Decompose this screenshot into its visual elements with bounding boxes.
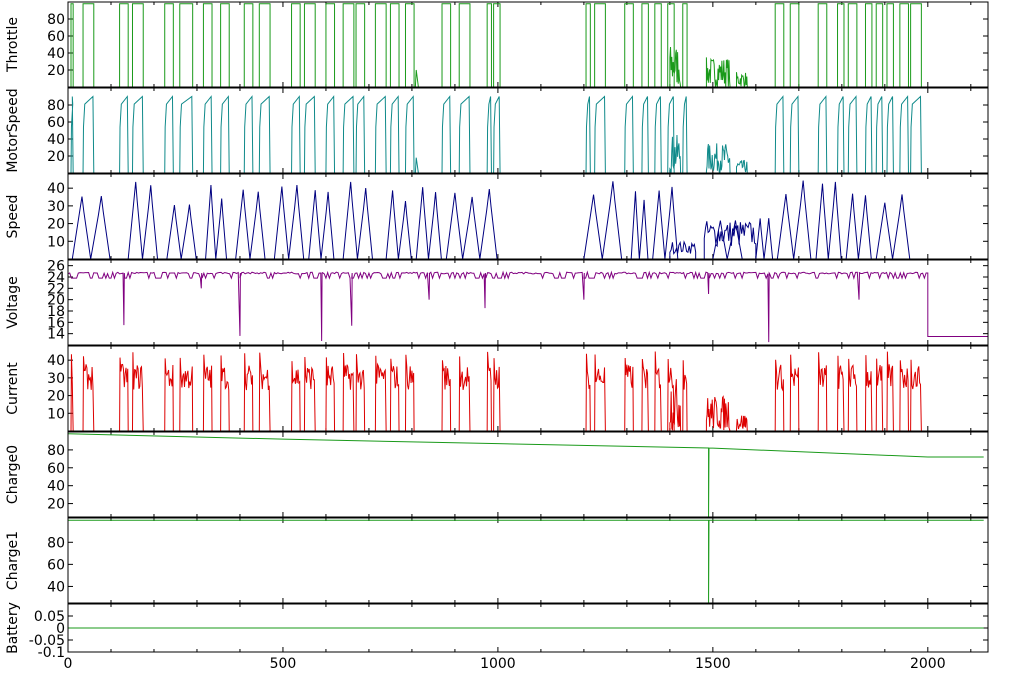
y-tick-label: 60 xyxy=(47,115,65,131)
y-tick-label: 18 xyxy=(47,304,65,320)
panel-frame xyxy=(67,345,989,432)
y-tick-label: 20 xyxy=(47,293,65,309)
y-tick-label: 16 xyxy=(47,315,65,331)
y-tick-label: 40 xyxy=(47,579,65,595)
panel-frame xyxy=(67,517,989,604)
y-axis-label: Charge1 xyxy=(5,531,21,590)
series-line xyxy=(68,433,984,517)
y-tick-label: 80 xyxy=(47,443,65,459)
y-tick-label: 20 xyxy=(47,217,65,233)
y-tick-label: 30 xyxy=(47,199,65,215)
x-tick-label: 1500 xyxy=(695,656,731,672)
y-tick-label: -0.1 xyxy=(38,645,65,661)
series-line xyxy=(68,270,988,343)
y-tick-label: 40 xyxy=(47,479,65,495)
panel-frame xyxy=(67,603,989,653)
series-line xyxy=(68,351,988,431)
x-tick-label: 2000 xyxy=(910,656,946,672)
y-tick-label: 40 xyxy=(47,353,65,369)
y-tick-label: 80 xyxy=(47,535,65,551)
y-tick-label: 20 xyxy=(47,149,65,165)
panel-frame xyxy=(67,259,989,346)
y-axis-label: Current xyxy=(5,362,21,415)
y-axis-label: Charge0 xyxy=(5,445,21,504)
x-axis: 0 500 1000 1500 2000 xyxy=(64,656,946,672)
panel-frame xyxy=(67,173,989,260)
panel-frame xyxy=(67,431,989,518)
y-tick-label: 0.05 xyxy=(34,609,65,625)
y-tick-label: -0.05 xyxy=(29,633,65,649)
y-tick-label: 80 xyxy=(47,98,65,114)
panel-charge0: 20 40 60 80 Charge0 xyxy=(5,431,989,518)
y-axis-label: Battery xyxy=(5,602,21,654)
y-tick-label: 40 xyxy=(47,181,65,197)
y-tick-label: 10 xyxy=(47,406,65,422)
y-axis-label: Voltage xyxy=(5,276,21,329)
y-tick-label: 14 xyxy=(47,327,65,343)
x-tick-label: 0 xyxy=(64,656,73,672)
x-tick-label: 1000 xyxy=(480,656,516,672)
y-tick-label: 80 xyxy=(47,12,65,28)
y-tick-label: 60 xyxy=(47,29,65,45)
y-tick-label: 20 xyxy=(47,389,65,405)
series-line xyxy=(68,180,988,259)
y-tick-label: 40 xyxy=(47,132,65,148)
y-tick-label: 30 xyxy=(47,371,65,387)
y-axis-label: MotorSpeed xyxy=(5,88,21,172)
panel-frame xyxy=(67,1,989,88)
y-tick-label: 20 xyxy=(47,497,65,513)
series-line xyxy=(68,95,988,173)
y-tick-label: 60 xyxy=(47,461,65,477)
y-tick-label: 40 xyxy=(47,46,65,62)
y-tick-label: 10 xyxy=(47,234,65,250)
y-tick-label: 24 xyxy=(47,270,65,286)
y-tick-label: 26 xyxy=(47,259,65,275)
y-axis-label: Throttle xyxy=(5,17,21,73)
y-tick-label: 20 xyxy=(47,63,65,79)
y-tick-label: 0 xyxy=(56,621,65,637)
panel-charge1: 40 60 80 Charge1 xyxy=(5,517,989,604)
panel-frame xyxy=(67,87,989,174)
y-axis-label: Speed xyxy=(5,195,21,239)
series-line xyxy=(68,3,988,87)
y-tick-label: 60 xyxy=(47,557,65,573)
series-line xyxy=(68,519,984,603)
x-tick-label: 500 xyxy=(270,656,297,672)
y-tick-label: 22 xyxy=(47,281,65,297)
